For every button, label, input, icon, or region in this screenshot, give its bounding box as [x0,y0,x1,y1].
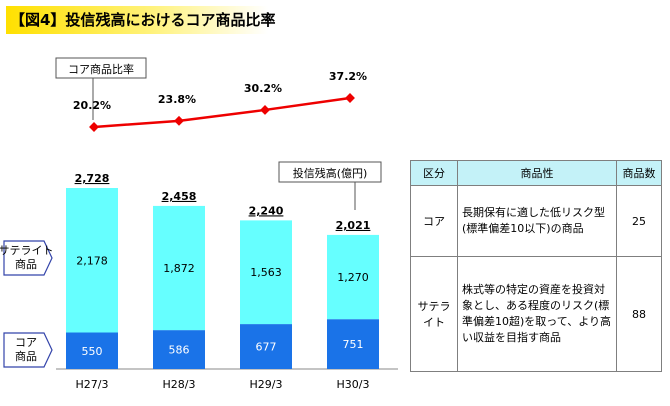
satellite-value-label: 1,872 [163,262,195,275]
page-title: 【図4】投信残高におけるコア商品比率 [6,6,275,34]
bar-satellite [327,234,379,320]
row-kubun: コア [410,185,458,257]
total-value-label: 2,458 [162,190,197,203]
ratio-value-label: 37.2% [329,70,367,83]
ratio-value-label: 30.2% [244,82,282,95]
bar-core [327,319,379,369]
x-tick-label: H27/3 [76,378,109,391]
balance-legend-label: 投信残高(億円) [293,166,368,180]
row-desc: 株式等の特定の資産を投資対象とし、ある程度のリスク(標準偏差10超)を取って、よ… [457,256,617,372]
bar-core [240,324,292,369]
ratio-legend-box [55,57,147,79]
satellite-label-arrow [3,240,53,276]
ratio-value-label: 23.8% [158,93,196,106]
satellite-legend-label: サテライト商品 [0,244,54,271]
bar-core [66,332,118,369]
row-kubun: サテライト [410,256,458,372]
x-tick-label: H29/3 [250,378,283,391]
x-tick-label: H30/3 [337,378,370,391]
row-count: 88 [616,256,662,372]
header-count: 商品数 [616,160,662,186]
bar-satellite [153,205,205,331]
satellite-value-label: 2,178 [76,254,108,267]
header-product: 商品性 [457,160,617,186]
ratio-line [93,96,351,129]
core-value-label: 586 [169,344,190,357]
x-tick-label: H28/3 [163,378,196,391]
bar-satellite [240,220,292,325]
total-value-label: 2,240 [249,204,284,217]
balance-legend-box [278,161,382,183]
bar-satellite [66,188,118,333]
table-row: コア 長期保有に適した低リスク型 (標準偏差10以下)の商品 25 [410,185,662,257]
core-value-label: 751 [343,338,364,351]
ratio-point [260,104,270,115]
product-table: 区分 商品性 商品数 コア 長期保有に適した低リスク型 (標準偏差10以下)の商… [410,160,662,372]
table-header-row: 区分 商品性 商品数 [410,160,662,186]
core-value-label: 677 [256,341,277,354]
core-label-arrow [3,332,53,368]
ratio-value-label: 20.2% [73,99,111,112]
total-value-label: 2,021 [336,219,371,232]
row-desc: 長期保有に適した低リスク型 (標準偏差10以下)の商品 [457,185,617,257]
ratio-point [174,115,184,126]
bar-core [153,330,205,369]
satellite-value-label: 1,563 [250,266,282,279]
table-row: サテライト 株式等の特定の資産を投資対象とし、ある程度のリスク(標準偏差10超)… [410,256,662,372]
row-count: 25 [616,185,662,257]
core-value-label: 550 [82,345,103,358]
total-value-label: 2,728 [75,172,110,185]
ratio-point [345,93,355,103]
core-legend-label: コア商品 [15,336,37,363]
ratio-point [89,122,99,132]
satellite-value-label: 1,270 [337,271,369,284]
header-kubun: 区分 [410,160,458,186]
ratio-legend-label: コア商品比率 [68,62,134,76]
